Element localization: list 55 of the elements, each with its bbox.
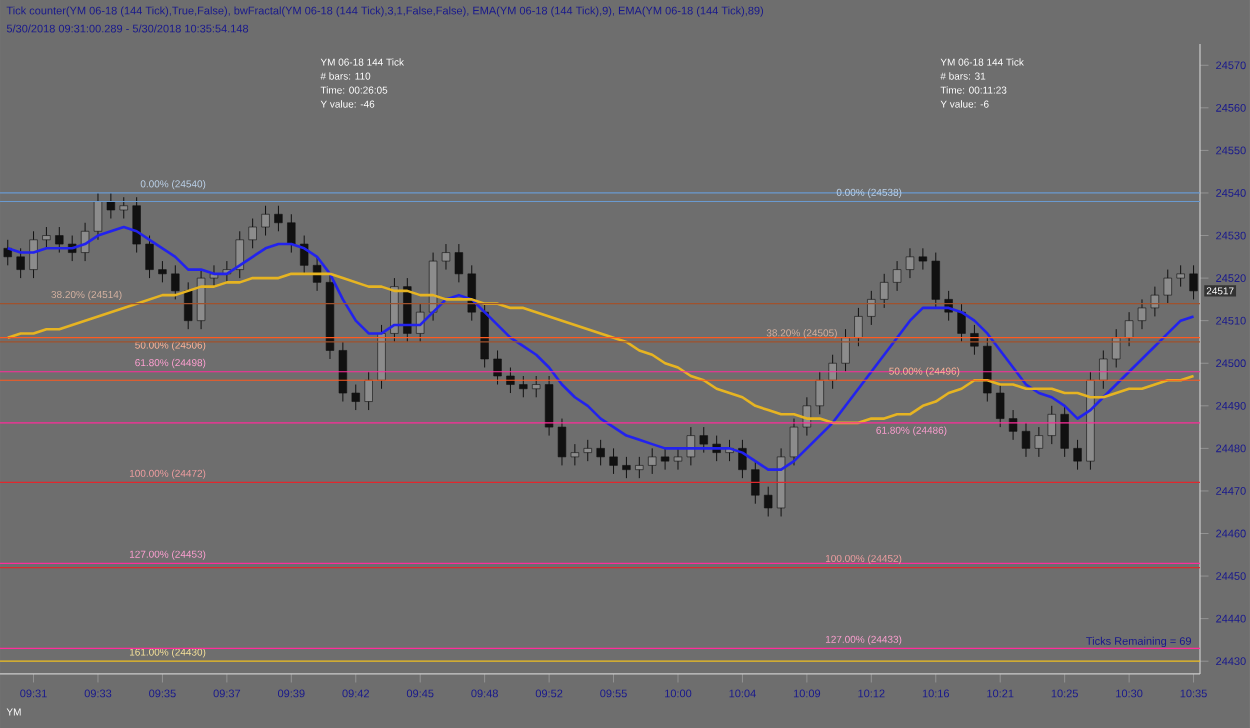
candlestick: [635, 456, 644, 479]
candlestick: [235, 230, 244, 279]
candlestick: [55, 226, 64, 254]
candlestick: [287, 213, 296, 254]
candlestick: [931, 252, 940, 309]
candlestick: [377, 324, 386, 390]
candlestick: [132, 196, 141, 254]
candlestick: [532, 375, 541, 398]
candlestick: [880, 273, 889, 309]
candlestick: [1047, 405, 1056, 445]
candlestick: [570, 443, 580, 466]
candlestick: [338, 341, 348, 403]
candlestick: [996, 384, 1005, 428]
candlestick: [983, 337, 992, 403]
candlestick: [583, 439, 592, 462]
candlestick: [1176, 264, 1185, 288]
candlestick: [1073, 439, 1082, 471]
candlestick: [506, 367, 515, 394]
candlestick: [261, 205, 270, 237]
candlestick: [351, 384, 360, 411]
candlestick: [1099, 349, 1108, 390]
candlestick: [42, 226, 51, 249]
candlestick: [867, 290, 876, 326]
candlestick: [158, 260, 167, 283]
candlestick: [609, 447, 618, 475]
candlestick: [106, 192, 116, 220]
candlestick: [622, 456, 631, 479]
candlestick: [519, 375, 528, 398]
candlestick: [841, 328, 850, 373]
candlestick: [480, 303, 489, 368]
candlestick: [648, 447, 657, 475]
candlestick: [1060, 405, 1069, 458]
candlestick: [751, 460, 760, 505]
candlestick: [171, 264, 180, 300]
candlestick: [828, 354, 837, 390]
candlestick: [493, 349, 502, 386]
candlestick: [957, 303, 966, 343]
candlestick: [248, 218, 257, 249]
candlestick: [1163, 269, 1172, 305]
candlestick: [16, 247, 25, 279]
candlestick: [596, 439, 605, 466]
candlestick: [454, 243, 464, 283]
candlestick: [416, 303, 425, 343]
candlestick: [274, 205, 283, 232]
candlestick: [29, 230, 38, 279]
candlestick: [119, 196, 128, 220]
candlestick: [145, 235, 154, 279]
candlestick: [815, 371, 824, 415]
candlestick: [764, 486, 773, 517]
candlestick: [364, 371, 373, 411]
candlestick: [854, 307, 863, 347]
candlestick: [184, 281, 193, 330]
candlestick: [1189, 264, 1198, 300]
candlestick: [1112, 328, 1121, 368]
candlestick: [699, 426, 708, 454]
